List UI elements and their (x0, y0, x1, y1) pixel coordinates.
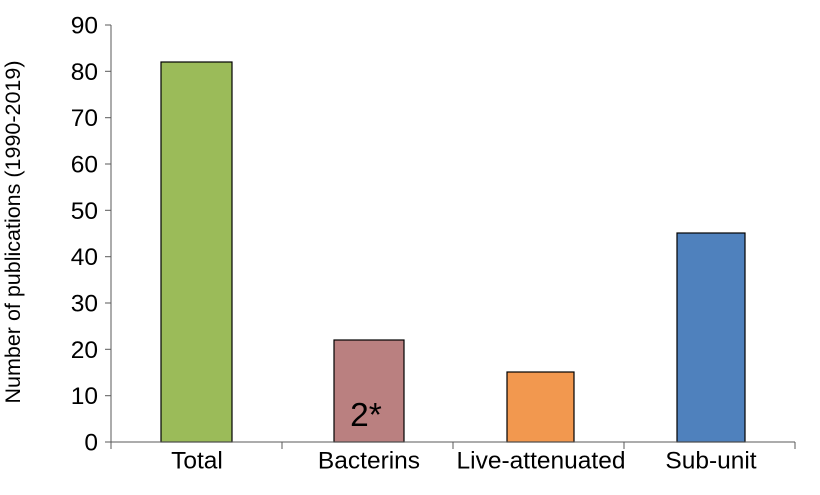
svg-text:20: 20 (71, 337, 98, 364)
svg-text:Bacterins: Bacterins (318, 448, 420, 475)
svg-text:Number of publications (1990-2: Number of publications (1990-2019) (1, 60, 25, 403)
svg-text:2*: 2* (350, 397, 382, 434)
svg-text:Total: Total (171, 448, 223, 475)
svg-text:0: 0 (84, 430, 98, 457)
svg-text:60: 60 (71, 152, 98, 179)
svg-text:30: 30 (71, 291, 98, 318)
svg-text:Live-attenuated: Live-attenuated (457, 448, 626, 475)
svg-text:10: 10 (71, 383, 98, 410)
svg-text:80: 80 (71, 59, 98, 86)
svg-text:70: 70 (71, 105, 98, 132)
svg-text:50: 50 (71, 198, 98, 225)
svg-text:Sub-unit: Sub-unit (665, 448, 756, 475)
svg-text:90: 90 (71, 13, 98, 40)
svg-text:40: 40 (71, 244, 98, 271)
